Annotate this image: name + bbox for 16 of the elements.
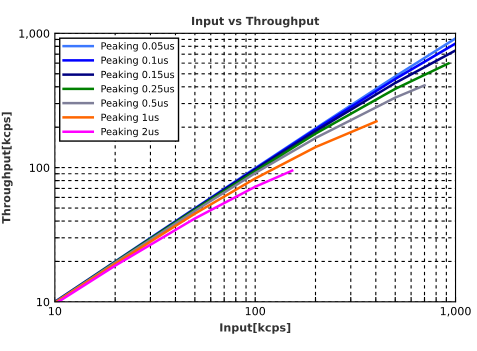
y-tick-label: 10: [37, 298, 50, 306]
y-tick-label: 100: [30, 164, 50, 172]
legend-label: Peaking 1us: [102, 113, 159, 123]
legend-label: Peaking 0.25us: [102, 84, 174, 94]
x-tick-label: 1,000: [440, 306, 471, 316]
y-axis-title: Throughput[kcps]: [2, 112, 13, 224]
legend-label: Peaking 2us: [102, 128, 159, 138]
legend-label: Peaking 0.15us: [102, 70, 174, 80]
x-tick-label: 10: [49, 306, 62, 316]
legend-label: Peaking 0.05us: [102, 42, 174, 52]
legend-label: Peaking 0.1us: [102, 56, 168, 66]
x-tick-label: 100: [246, 306, 266, 316]
chart-title: Input vs Throughput: [192, 16, 320, 28]
legend-label: Peaking 0.5us: [102, 99, 168, 109]
x-axis-title: Input[kcps]: [220, 323, 290, 334]
y-tick-label: 1,000: [19, 29, 50, 39]
